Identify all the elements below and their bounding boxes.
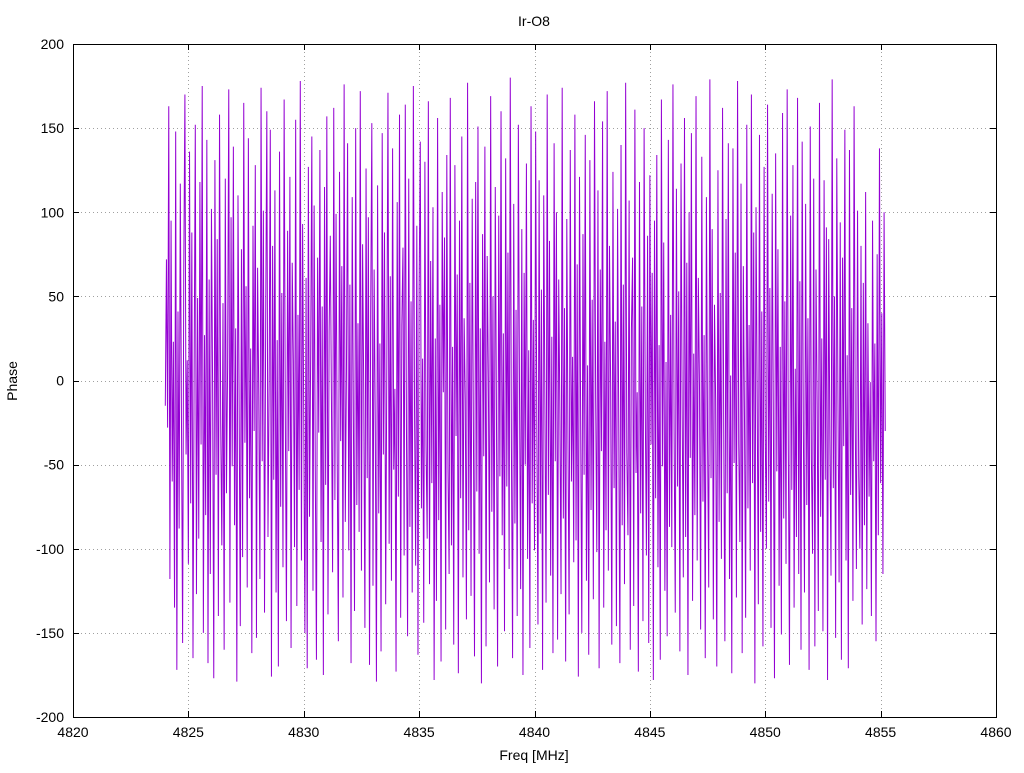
- y-tick-label: 150: [41, 120, 65, 136]
- chart-title: Ir-O8: [518, 13, 550, 29]
- y-tick-label: 50: [48, 288, 64, 304]
- y-tick-label: -150: [36, 625, 64, 641]
- x-axis-label: Freq [MHz]: [499, 747, 568, 763]
- x-tick-label: 4820: [57, 724, 88, 740]
- y-tick-label: 0: [56, 373, 64, 389]
- x-tick-label: 4860: [980, 724, 1011, 740]
- x-tick-label: 4840: [519, 724, 550, 740]
- series-layer: [164, 77, 886, 684]
- y-tick-label: -200: [36, 709, 64, 725]
- x-tick-label: 4845: [634, 724, 665, 740]
- y-tick-label: -100: [36, 541, 64, 557]
- y-tick-label: -50: [44, 457, 64, 473]
- y-tick-label: 100: [41, 204, 65, 220]
- x-tick-label: 4835: [404, 724, 435, 740]
- x-tick-label: 4830: [288, 724, 319, 740]
- x-tick-label: 4825: [173, 724, 204, 740]
- x-tick-label: 4855: [865, 724, 896, 740]
- y-axis-label: Phase: [4, 361, 20, 401]
- y-tick-label: 200: [41, 36, 65, 52]
- x-tick-label: 4850: [750, 724, 781, 740]
- phase-series-line: [164, 77, 886, 684]
- tick-layer: 4820 4825 4830 4835 4840 4845 4850 4855 4860 -200…: [36, 36, 1012, 740]
